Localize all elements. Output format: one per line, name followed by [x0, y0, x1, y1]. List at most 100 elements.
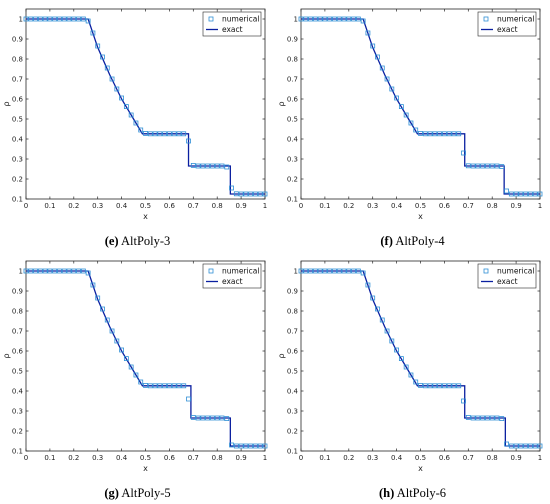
numerical-data-point	[152, 131, 158, 137]
chart-svg: 0 0.1 0.2 0.3 0.4 0.5 0.6 0.7 0.8 0.9 10.10.20.30.…	[2, 8, 268, 221]
exact-solution-line	[26, 270, 265, 447]
numerical-data-point	[133, 372, 139, 378]
exact-solution-line	[301, 18, 540, 195]
numerical-data-point	[238, 443, 244, 449]
numerical-data-point	[47, 16, 53, 22]
numerical-data-point	[470, 163, 476, 169]
numerical-data-point	[336, 16, 342, 22]
numerical-data-point	[461, 150, 466, 156]
numerical-data-point	[360, 270, 366, 276]
numerical-data-point	[219, 163, 225, 169]
x-tick-label: 0.6	[439, 202, 451, 210]
numerical-data-point	[403, 112, 409, 118]
legend-label-exact: exact	[222, 25, 243, 34]
numerical-data-point	[114, 86, 120, 92]
numerical-data-point	[28, 16, 34, 22]
numerical-data-point	[224, 164, 230, 170]
y-tick-label: 0.6	[287, 347, 299, 355]
numerical-data-point	[437, 131, 443, 137]
numerical-data-point	[446, 131, 452, 137]
numerical-data-point	[104, 317, 110, 323]
numerical-data-point	[109, 76, 115, 82]
y-tick-label: 0.2	[12, 175, 23, 183]
y-tick-label: 0.3	[12, 155, 23, 163]
numerical-data-point	[162, 383, 168, 389]
y-tick-label: 0.9	[12, 35, 23, 43]
chart-panel-h: 0 0.1 0.2 0.3 0.4 0.5 0.6 0.7 0.8 0.9 1 0.1 0.2 0.3 0.…	[275, 252, 550, 504]
numerical-data-point	[210, 415, 215, 421]
numerical-data-point	[312, 268, 318, 274]
y-tick-label: 0.7	[12, 327, 23, 335]
numerical-data-point	[389, 86, 395, 92]
legend-label-numerical: numerical	[222, 15, 259, 24]
numerical-data-point	[489, 415, 495, 421]
x-axis-label: x	[143, 212, 148, 221]
caption-letter: (g)	[104, 486, 119, 500]
numerical-data-point	[76, 268, 81, 274]
numerical-data-point	[138, 127, 144, 133]
x-tick-label: 0.4	[116, 454, 128, 462]
numerical-data-point	[61, 16, 67, 22]
numerical-data-point	[95, 295, 101, 301]
chart-panel-g: 0 0.1 0.2 0.3 0.4 0.5 0.6 0.7 0.8 0.9 1 0.1 0.2 0.3 0.…	[0, 252, 275, 504]
numerical-data-point	[518, 191, 524, 197]
x-tick-label: 0.3	[92, 454, 103, 462]
numerical-data-point	[485, 163, 490, 169]
numerical-data-point	[253, 191, 258, 197]
legend-label-exact: exact	[222, 277, 243, 286]
numerical-data-point	[95, 43, 101, 49]
y-tick-label: 0.1	[287, 195, 298, 203]
y-tick-label: 0.7	[12, 75, 23, 83]
numerical-data-point	[114, 338, 120, 344]
numerical-data-point	[480, 163, 486, 169]
exact-solution-line	[26, 18, 265, 195]
numerical-data-point	[262, 443, 268, 449]
exact-solution-line	[301, 270, 540, 447]
caption-text: AltPoly-3	[121, 234, 171, 248]
caption-text: AltPoly-6	[396, 486, 447, 500]
numerical-data-point	[76, 16, 81, 22]
numerical-data-point	[499, 416, 505, 422]
numerical-data-point	[303, 268, 309, 274]
numerical-data-point	[298, 268, 304, 274]
numerical-data-point	[133, 120, 139, 126]
numerical-data-point	[248, 191, 254, 197]
numerical-data-point	[451, 383, 457, 389]
numerical-data-point	[532, 191, 538, 197]
x-tick-label: 0.3	[92, 202, 103, 210]
y-tick-label: 0.5	[287, 115, 298, 123]
numerical-data-point	[104, 65, 110, 71]
caption-letter: (e)	[104, 234, 119, 248]
x-tick-label: 0	[299, 202, 303, 210]
x-tick-label: 0.9	[511, 454, 522, 462]
numerical-data-point	[214, 163, 220, 169]
y-tick-label: 0.6	[287, 95, 299, 103]
x-tick-label: 0.1	[44, 202, 55, 210]
x-tick-label: 0.9	[511, 202, 522, 210]
numerical-data-point	[33, 268, 38, 274]
y-tick-label: 1	[294, 267, 298, 275]
numerical-data-point	[219, 415, 225, 421]
numerical-data-point	[504, 441, 509, 447]
numerical-data-point	[508, 191, 514, 197]
numerical-data-point	[171, 383, 177, 389]
numerical-data-point	[327, 268, 333, 274]
numerical-data-point	[341, 268, 347, 274]
x-axis-label: x	[418, 464, 423, 473]
numerical-data-point	[475, 163, 481, 169]
numerical-data-point	[523, 191, 529, 197]
numerical-data-point	[427, 131, 433, 137]
numerical-data-point	[523, 443, 529, 449]
caption-letter: (f)	[380, 234, 393, 248]
plot-frame	[25, 260, 266, 452]
legend-marker-numerical	[483, 268, 489, 274]
numerical-data-point	[312, 16, 318, 22]
numerical-data-point	[181, 131, 187, 137]
numerical-data-point	[332, 16, 337, 22]
numerical-data-point	[470, 415, 476, 421]
y-tick-label: 0.4	[12, 135, 24, 143]
numerical-data-point	[166, 383, 172, 389]
numerical-data-point	[162, 131, 168, 137]
plot-frame	[300, 8, 541, 200]
numerical-data-point	[200, 415, 206, 421]
